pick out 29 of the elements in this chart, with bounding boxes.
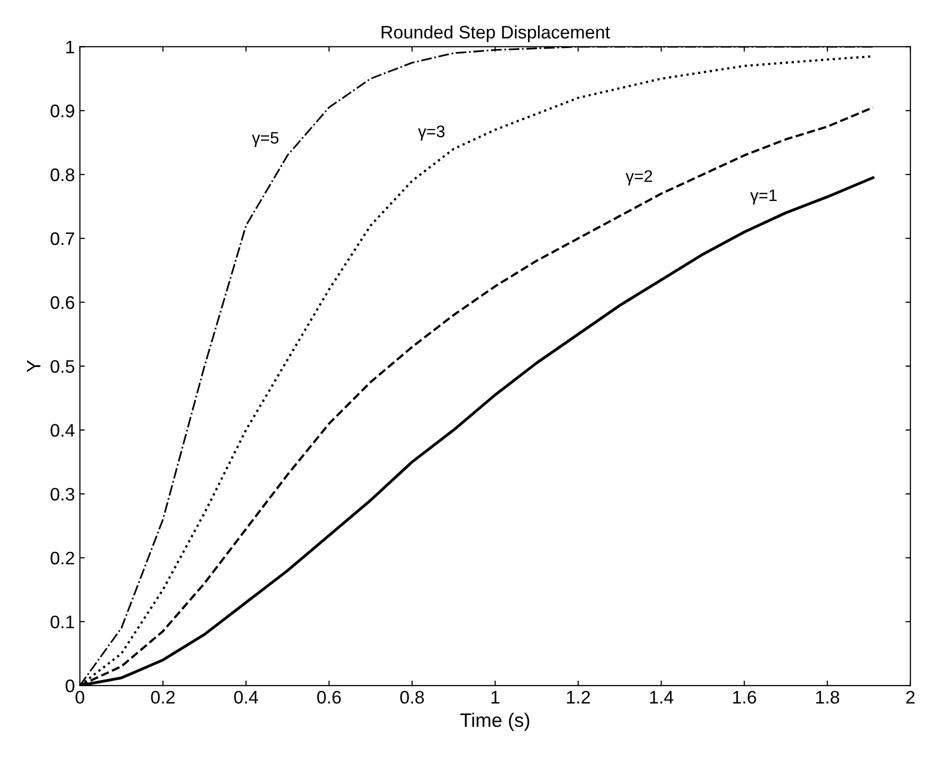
x-tick-label: 0.2 [151, 690, 175, 704]
x-tick-label: 1 [492, 691, 500, 704]
y-tick-label: 0.3 [50, 488, 74, 501]
annotation: γ=5 [252, 132, 278, 147]
x-tick-label: 0.8 [400, 690, 424, 704]
x-axis-title: Time (s) [460, 712, 530, 731]
y-tick-label: 0.6 [50, 296, 74, 309]
x-tick-label: 2 [906, 690, 915, 704]
y-tick-label: 1 [66, 40, 74, 54]
y-tick-label: 0 [66, 679, 74, 692]
annotation: γ=3 [418, 126, 445, 141]
y-tick-label: 0.1 [50, 616, 74, 628]
chart-title: Rounded Step Displacement [382, 25, 610, 42]
x-tick-label: 1.4 [650, 691, 674, 704]
x-tick-label: 1.6 [733, 690, 756, 704]
x-tick-label: 0.6 [317, 690, 341, 704]
y-tick-label: 0.9 [50, 104, 74, 118]
y-tick-label: 0.5 [50, 360, 74, 373]
y-tick-label: 0.2 [50, 552, 74, 564]
y-axis-title: Y [26, 360, 40, 372]
x-tick-label: 0.4 [234, 690, 258, 704]
annotation: γ=1 [750, 190, 777, 204]
x-tick-label: 1.2 [567, 690, 590, 704]
x-tick-label: 1.8 [816, 690, 840, 704]
x-tick-label: 0 [76, 690, 84, 704]
y-tick-label: 0.4 [50, 424, 75, 437]
y-tick-label: 0.8 [50, 168, 74, 182]
annotation: γ=2 [626, 170, 652, 186]
y-tick-label: 0.7 [50, 232, 74, 246]
